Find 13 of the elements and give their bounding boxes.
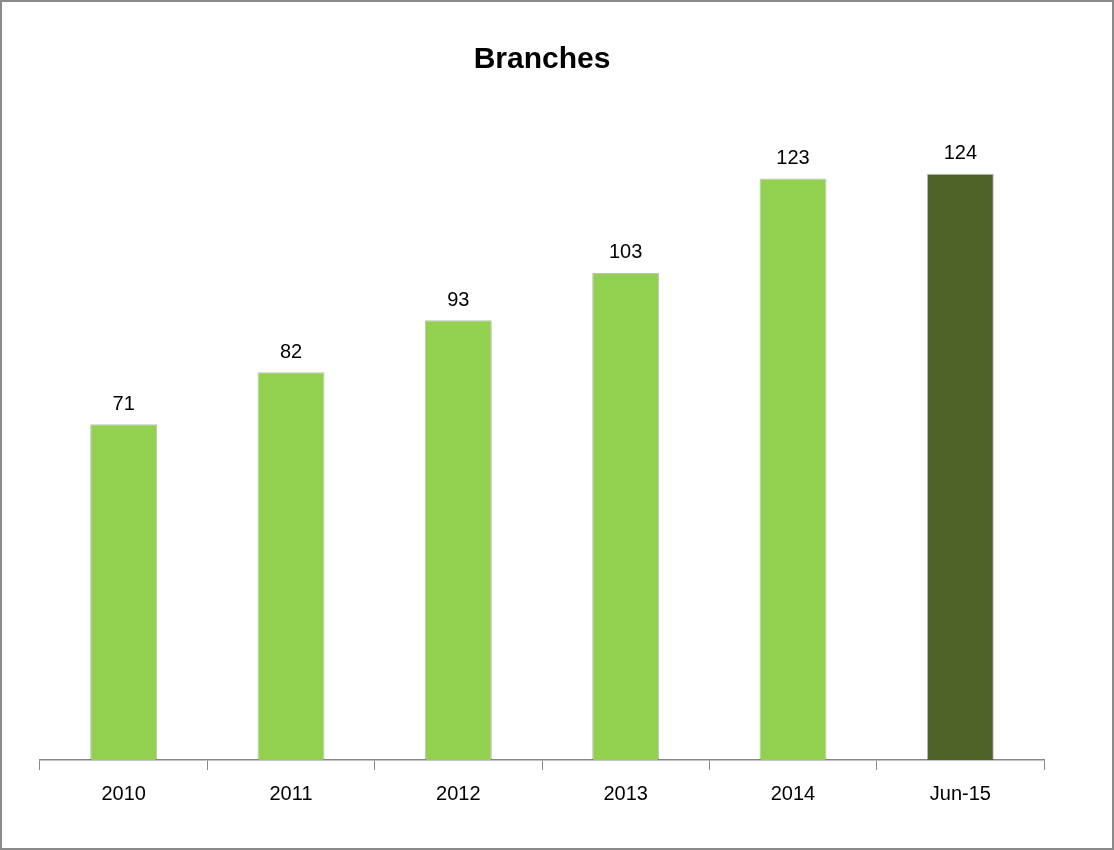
- data-label: 123: [776, 145, 810, 168]
- data-label: 93: [447, 287, 470, 310]
- x-tick-label: 2012: [436, 781, 481, 804]
- x-tick-label: Jun-15: [929, 781, 991, 804]
- data-label: 82: [279, 339, 303, 362]
- data-label: 103: [608, 240, 643, 263]
- x-tick-label: 2011: [269, 781, 313, 804]
- x-tick-label: 2013: [603, 781, 648, 804]
- x-tick-label: 2014: [770, 781, 816, 804]
- data-label: 124: [943, 141, 978, 164]
- x-tick-label: 2010: [101, 781, 146, 804]
- data-label: 71: [112, 391, 135, 414]
- chart-title: Branches: [473, 41, 611, 75]
